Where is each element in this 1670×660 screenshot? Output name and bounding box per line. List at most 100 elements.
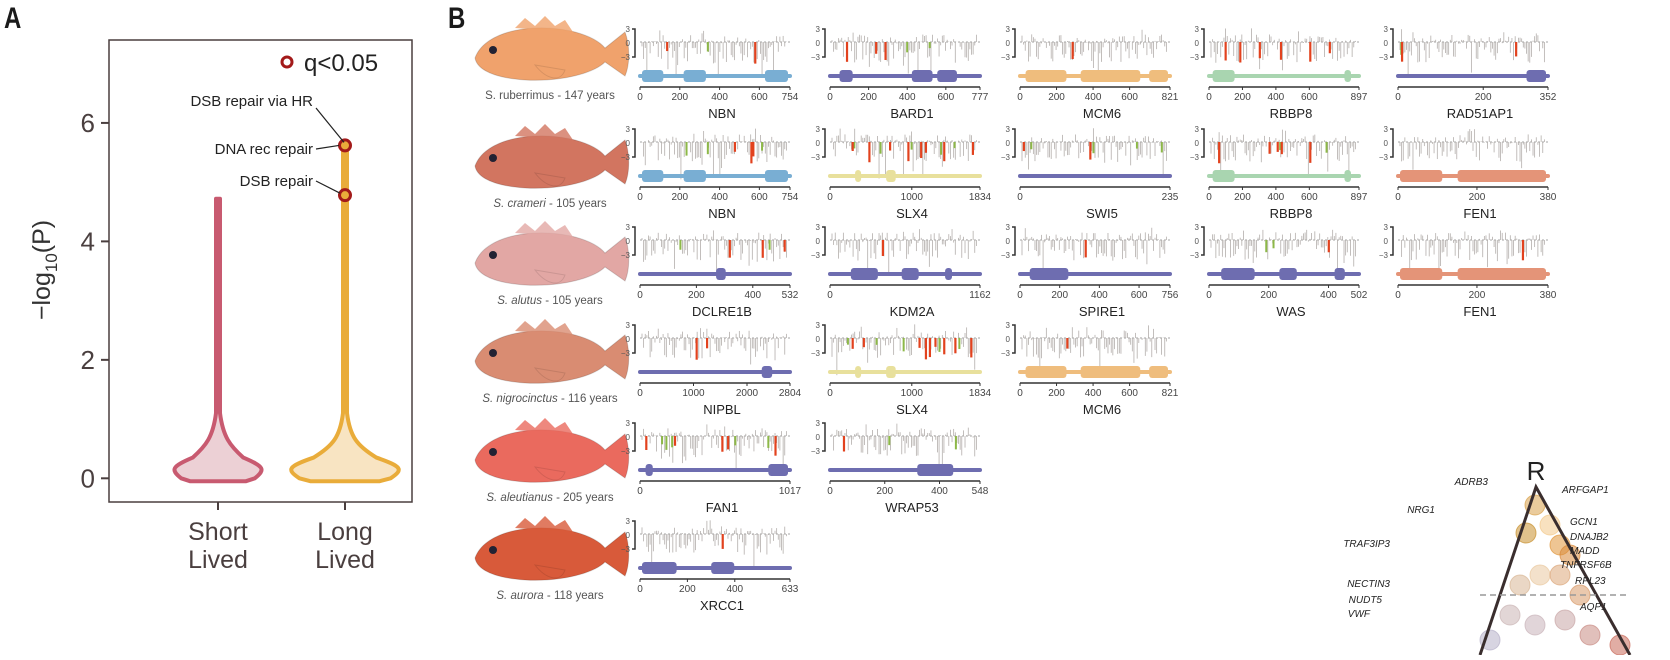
- species-name: S. alutus: [497, 295, 542, 307]
- gene-track: 3 0 −3 0 1000 2000 2804 NIPBL: [618, 318, 808, 423]
- violin-chart: 0 2 4 6 −log10(P) Short Lived Long Lived DSB repa…: [0, 0, 430, 655]
- species-lifespan: 105 years: [552, 295, 603, 307]
- track-x-tick-label: 1834: [969, 388, 992, 399]
- species-lifespan: 118 years: [553, 590, 604, 602]
- gene-track: 3 0 −3 0 200 400 548 WRAP53: [808, 416, 998, 521]
- track-x-tick-label: 1017: [779, 486, 802, 497]
- track-y-tick-label: 0: [816, 433, 821, 442]
- gene-name: WRAP53: [885, 500, 939, 515]
- species-caption: S. ruberrimus - 147 years: [440, 90, 660, 102]
- legend-marker-icon: [280, 55, 294, 69]
- species-item: S. alutus - 105 years: [440, 215, 660, 325]
- gene-track-svg: 3 0 −3 0 200 400 600 821: [1001, 321, 1179, 399]
- track-x-tick-label: 2000: [736, 388, 759, 399]
- track-y-axis: [822, 324, 826, 354]
- protein-domain: [1221, 268, 1255, 280]
- track-y-tick-label: 0: [1195, 237, 1200, 246]
- gene-name: FAN1: [705, 500, 739, 515]
- track-y-axis: [1012, 324, 1016, 354]
- track-x-tick-label: 200: [1234, 92, 1251, 103]
- gene-name: RAD51AP1: [1446, 106, 1514, 121]
- fish-illustration: [474, 319, 630, 384]
- track-x-tick-label: 0: [1395, 290, 1401, 301]
- fish-illustration: [474, 418, 630, 483]
- gene-track: 3 0 −3 0 200 400 502 WAS: [1187, 220, 1377, 325]
- protein-domain: [1149, 70, 1168, 82]
- gene-name: FEN1: [1463, 304, 1497, 319]
- fish-pectoral-fin: [533, 367, 566, 382]
- protein-domain: [1457, 170, 1546, 182]
- species-name: S. nigrocinctus: [482, 393, 558, 405]
- track-y-tick-label: 3: [1195, 223, 1200, 232]
- species-caption: S. crameri - 105 years: [440, 198, 660, 210]
- track-x-tick-label: 200: [876, 486, 893, 497]
- protein-domain: [886, 366, 896, 378]
- species-name: S. aleutianus: [486, 492, 553, 504]
- gene-track: 3 0 −3 0 200 400 600 754 NBN: [618, 22, 808, 127]
- track-y-tick-label: 0: [1384, 237, 1389, 246]
- gene-track: 3 0 −3 0 200 400 600 821 MCM6: [998, 22, 1188, 127]
- x-tick-label: Short: [188, 518, 248, 546]
- track-y-tick-label: 3: [1006, 25, 1011, 34]
- gene-track-svg: 3 0 −3 0 200 400 600 897: [1190, 25, 1368, 103]
- ternary-gene-label: TNFRSF6B: [1560, 560, 1612, 571]
- track-x-tick-label: 200: [1048, 92, 1065, 103]
- track-y-tick-label: 0: [626, 531, 631, 540]
- protein-domain: [716, 268, 726, 280]
- gene-track: 3 0 −3 0 200 400 532 DCLRE1B: [618, 220, 808, 325]
- ternary-point: [1554, 609, 1576, 631]
- protein-domain: [711, 562, 735, 574]
- gene-name: SLX4: [896, 206, 928, 221]
- gene-track-svg: 3 0 −3 0 200 400 502: [1190, 223, 1368, 301]
- track-x-tick-label: 200: [1469, 290, 1486, 301]
- track-x-tick-label: 0: [637, 192, 643, 203]
- gene-track-svg: 3 0 −3 0 1000 2000 2804: [621, 321, 802, 399]
- track-y-tick-label: 3: [626, 25, 631, 34]
- gene-track: 3 0 −3 0 200 400 600 821 MCM6: [998, 318, 1188, 423]
- track-y-tick-label: −3: [811, 349, 821, 358]
- panel-label-a: A: [4, 2, 22, 35]
- ternary-point: [1529, 564, 1551, 586]
- gene-name: RBBP8: [1269, 106, 1313, 121]
- x-tick-label: Lived: [315, 546, 375, 574]
- track-x-tick-label: 0: [827, 192, 833, 203]
- track-x-tick-label: 0: [637, 290, 643, 301]
- track-x-tick-label: 0: [1017, 92, 1023, 103]
- gene-track: 3 0 −3 0 200 400 600 897 RBBP8: [1187, 22, 1377, 127]
- ternary-point: [1579, 624, 1601, 646]
- fish-illustration: [474, 221, 630, 286]
- protein-domain: [945, 268, 952, 280]
- ternary-triangle: [1478, 483, 1632, 656]
- track-y-axis: [632, 128, 636, 158]
- track-x-tick-label: 0: [1206, 92, 1212, 103]
- fish-illustration: [474, 16, 630, 81]
- track-y-tick-label: 0: [626, 139, 631, 148]
- track-y-tick-label: 3: [626, 125, 631, 134]
- fish-illustration: [474, 516, 630, 581]
- ternary-point: [1549, 564, 1571, 586]
- gene-track-svg: 3 0 −3 0 1017: [621, 419, 802, 497]
- species-item: S. nigrocinctus - 116 years: [440, 313, 660, 423]
- ternary-gene-label: VWF: [1348, 609, 1371, 620]
- track-x-tick-label: 0: [827, 290, 833, 301]
- track-x-tick-label: 400: [1268, 192, 1285, 203]
- fish-eye: [489, 46, 497, 54]
- track-y-tick-label: 3: [1384, 25, 1389, 34]
- protein-domain: [1025, 70, 1067, 82]
- significant-point: [338, 138, 352, 153]
- track-y-tick-label: 0: [816, 237, 821, 246]
- gene-track-svg: 3 0 −3 0 1000 1834: [811, 125, 992, 203]
- track-y-tick-label: 0: [626, 237, 631, 246]
- annotation-leader: [315, 144, 340, 150]
- track-x-tick-label: 756: [1162, 290, 1179, 301]
- track-y-tick-label: −3: [1001, 349, 1011, 358]
- track-x-tick-label: 0: [827, 486, 833, 497]
- track-x-tick-label: 200: [1475, 92, 1492, 103]
- ternary-gene-label: GCN1: [1570, 517, 1598, 528]
- ternary-point: [1524, 614, 1546, 636]
- protein-domain: [642, 170, 664, 182]
- separator: -: [543, 590, 554, 602]
- track-x-tick-label: 200: [1469, 192, 1486, 203]
- legend-label: q<0.05: [304, 50, 378, 77]
